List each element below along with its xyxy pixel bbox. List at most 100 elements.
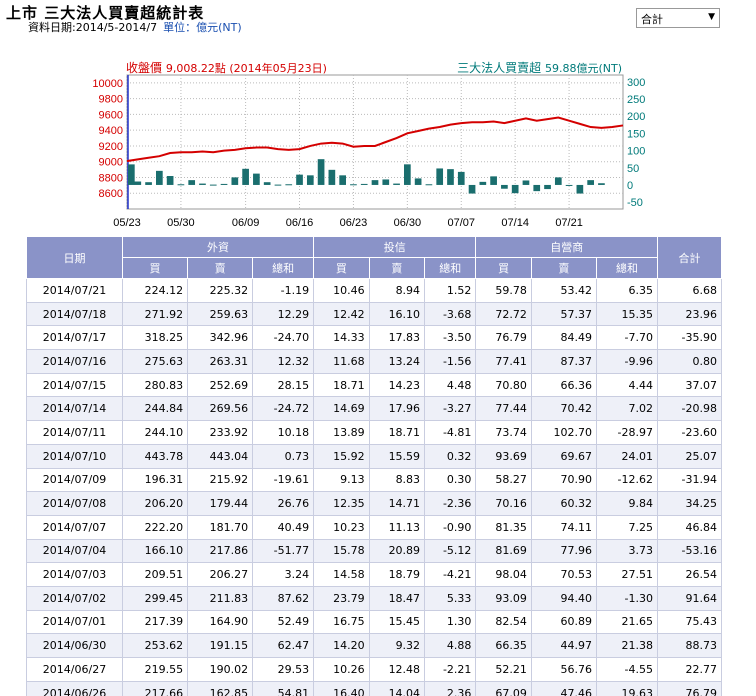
value-cell: 233.92 [187,420,254,445]
date-cell: 2014/07/10 [26,443,123,469]
value-cell: 271.92 [121,301,189,327]
table-body: 2014/07/21 224.12 225.32 -1.19 10.46 8.94 1.52… [26,278,722,696]
value-cell: 26.54 [657,562,722,587]
net-buy-bar [501,184,508,189]
value-cell: 443.04 [187,443,254,469]
left-tick-label: 8600 [99,188,123,200]
value-cell: 70.80 [475,372,532,398]
table-group-header-row: 日期 外資 投信 自營商 合計 [26,236,722,279]
value-cell: 75.43 [657,609,722,635]
value-cell: -3.68 [424,301,477,327]
value-cell: -3.50 [424,325,477,351]
value-cell: 73.74 [475,420,532,445]
date-cell: 2014/07/03 [26,562,123,587]
value-cell: 275.63 [121,349,189,374]
value-cell: 70.16 [475,491,532,516]
value-cell: 206.20 [121,491,189,516]
net-buy-bar [522,180,530,185]
right-tick-label: -50 [627,197,643,209]
value-cell: 299.45 [121,585,189,611]
net-buy-bar [317,159,325,185]
value-cell: -7.70 [595,325,659,351]
value-cell: 1.30 [424,609,477,635]
date-range-line: 資料日期:2014/5-2014/7 單位：億元(NT) [28,19,242,35]
value-cell: -23.60 [657,420,722,445]
value-cell: 88.73 [657,633,722,658]
filter-select[interactable]: 合計 ▼ [636,8,720,28]
value-cell: 24.01 [595,443,659,469]
net-buy-bar [296,174,303,185]
value-cell: 29.53 [252,657,315,682]
value-cell: 196.31 [121,467,189,493]
value-cell: 22.77 [657,657,722,682]
value-cell: 259.63 [187,301,254,327]
net-buy-bar [554,177,562,185]
value-cell: 102.70 [530,420,597,445]
value-cell: 13.89 [313,420,370,445]
value-cell: -2.21 [424,657,477,682]
value-cell: 211.83 [187,585,254,611]
left-tick-label: 8800 [99,172,123,184]
table-row: 2014/06/27 219.55 190.02 29.53 10.26 12.48 -2.… [26,657,722,682]
value-cell: 70.53 [530,562,597,587]
value-cell: 14.71 [368,491,426,516]
col-date-header: 日期 [26,236,123,279]
value-cell: -24.72 [252,396,315,422]
value-cell: 11.13 [368,514,426,540]
net-buy-bar [393,183,400,185]
net-buy-bar [404,164,411,185]
table-row: 2014/07/02 299.45 211.83 87.62 23.79 18.47 5.3… [26,585,722,611]
value-cell: 44.97 [530,633,597,658]
x-tick-label: 06/23 [340,217,368,229]
value-cell: 15.59 [368,443,426,469]
value-cell: 217.66 [121,680,189,696]
date-cell: 2014/07/08 [26,491,123,516]
value-cell: 23.79 [313,585,370,611]
value-cell: 1.52 [424,278,477,303]
net-buy-bar [533,184,541,192]
value-cell: 280.83 [121,372,189,398]
table-row: 2014/06/30 253.62 191.15 62.47 14.20 9.32 4.88… [26,633,722,658]
value-cell: 76.79 [475,325,532,351]
value-cell: 162.85 [187,680,254,696]
net-buy-bar [479,181,487,185]
net-buy-bar [285,184,293,186]
net-buy-bar [306,175,314,185]
value-cell: 19.63 [595,680,659,696]
value-cell: 14.04 [368,680,426,696]
right-tick-label: 200 [627,111,645,123]
date-cell: 2014/07/04 [26,538,123,564]
value-cell: 37.07 [657,372,722,398]
value-cell: 215.92 [187,467,254,493]
col-dealer-header: 自營商 [475,236,658,258]
value-cell: 15.92 [313,443,370,469]
net-buy-bar [253,173,260,185]
net-buy-bar [360,183,368,185]
value-cell: 14.58 [313,562,370,587]
value-cell: -31.94 [657,467,722,493]
chart-area: 8600 8800 9000 9200 9400 9600 9800 10000 -50 0 50 1… [0,55,756,235]
value-cell: 0.80 [657,349,722,374]
value-cell: -1.56 [424,349,477,374]
table-row: 2014/07/17 318.25 342.96 -24.70 14.33 17.83 -3… [26,325,722,351]
date-cell: 2014/07/07 [26,514,123,540]
date-cell: 2014/07/21 [26,278,123,303]
value-cell: 217.86 [187,538,254,564]
value-cell: 13.24 [368,349,426,374]
value-cell: 14.69 [313,396,370,422]
net-buy-bar [382,179,390,185]
value-cell: 244.84 [121,396,189,422]
value-cell: 18.47 [368,585,426,611]
x-tick-label: 06/30 [394,217,422,229]
value-cell: -4.81 [424,420,477,445]
value-cell: 443.78 [121,443,189,469]
value-cell: -20.98 [657,396,722,422]
net-buy-bar [231,177,239,185]
x-tick-label: 07/07 [447,217,475,229]
value-cell: 70.90 [530,467,597,493]
date-cell: 2014/07/15 [26,372,123,398]
value-cell: 12.42 [313,301,370,327]
value-cell: 17.96 [368,396,426,422]
date-range: 資料日期:2014/5-2014/7 [28,21,158,34]
value-cell: 76.79 [657,680,722,696]
